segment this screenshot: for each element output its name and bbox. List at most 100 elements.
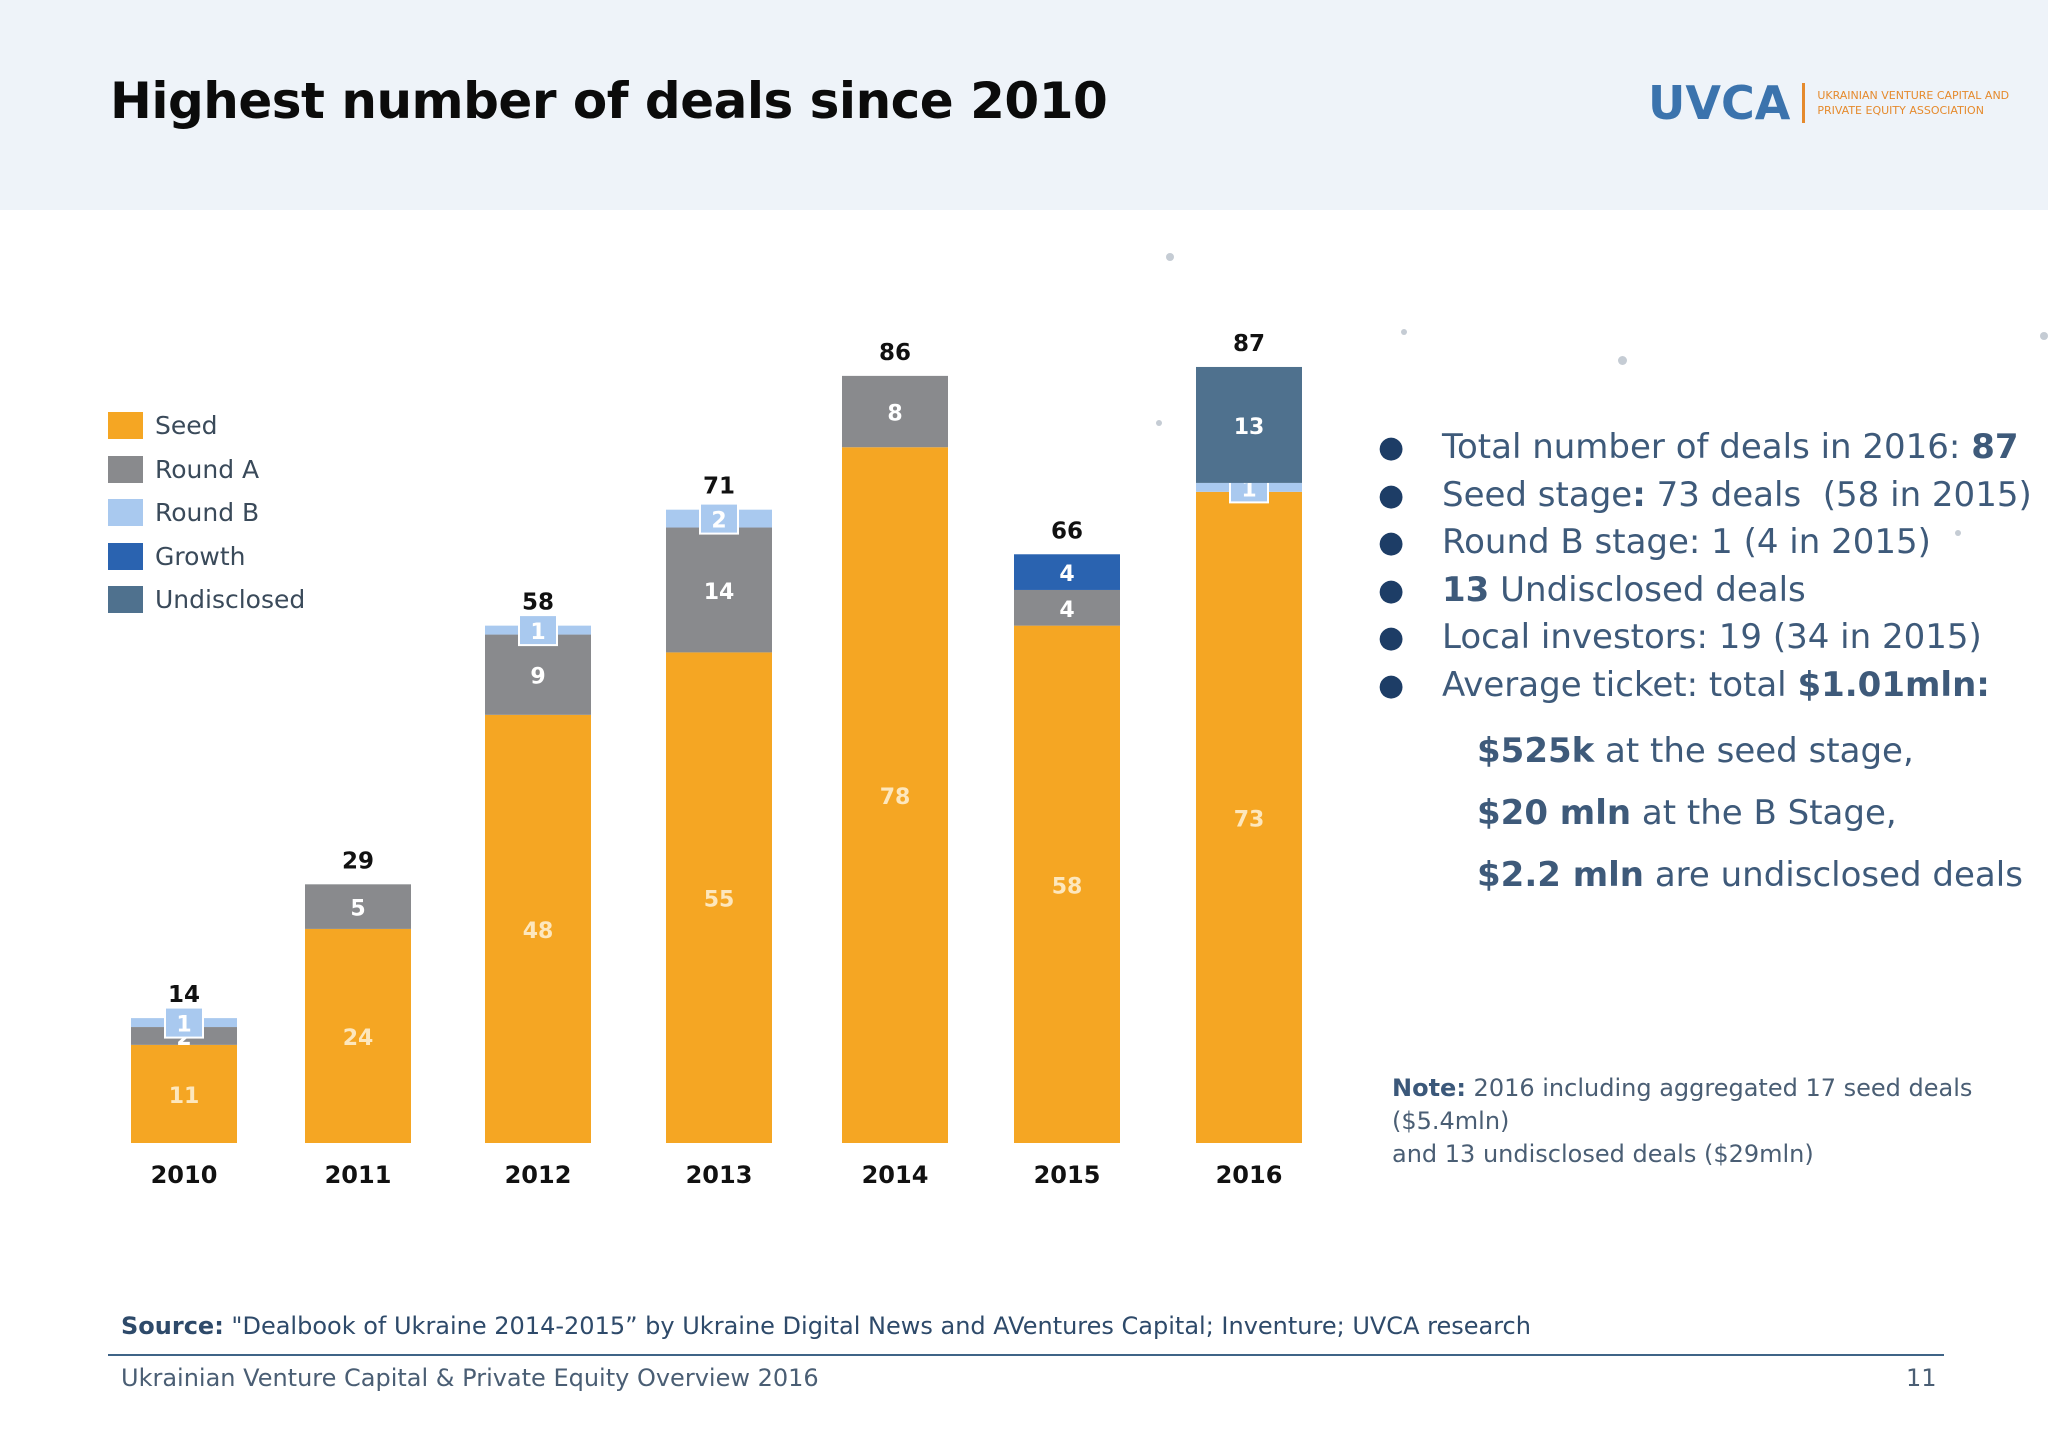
decorative-dot — [1166, 253, 1174, 261]
legend-swatch — [108, 412, 143, 440]
decorative-dot — [1618, 356, 1627, 365]
ticket-text: at the seed stage, — [1594, 731, 1914, 771]
bullet-text: Local investors: 19 (34 in 2015) — [1442, 617, 1982, 657]
bar-total-label: 87 — [1233, 331, 1265, 357]
source-citation: Source: "Dealbook of Ukraine 2014-2015” … — [121, 1312, 1531, 1340]
page-number: 11 — [1906, 1364, 1937, 1392]
logo-subtitle: UKRAINIAN VENTURE CAPITAL AND PRIVATE EQ… — [1817, 88, 2009, 118]
legend-label: Round B — [155, 498, 260, 528]
note-text: 2016 including aggregated 17 seed deals … — [1392, 1074, 1973, 1135]
bullet-seed-stage: ● Seed stage: 73 deals (58 in 2015) — [1372, 472, 2032, 520]
bar-total-label: 71 — [703, 474, 735, 500]
bar-value-label: 55 — [704, 888, 735, 913]
source-text: "Dealbook of Ukraine 2014-2015” by Ukrai… — [223, 1312, 1531, 1340]
decorative-dot — [1156, 420, 1162, 426]
x-axis-tick-label: 2014 — [862, 1161, 929, 1189]
bar-value-label: 58 — [1052, 874, 1083, 899]
bullet-dot: ● — [1378, 667, 1405, 703]
bar-value-label: 78 — [880, 785, 911, 810]
x-axis-tick-label: 2016 — [1216, 1161, 1283, 1189]
uvca-logo: UVCA UKRAINIAN VENTURE CAPITAL AND PRIVA… — [1648, 76, 2009, 130]
bullet-bold: 87 — [1971, 427, 2019, 467]
decorative-dot — [1955, 530, 1961, 536]
bar-segment-seed — [305, 928, 411, 1143]
ticket-amount: $2.2 mln — [1477, 855, 1645, 895]
bullet-dot: ● — [1378, 430, 1405, 465]
x-axis-tick-label: 2015 — [1034, 1161, 1101, 1189]
bullet-bold: 13 — [1442, 569, 1490, 610]
bullet-local-investors: ● Local investors: 19 (34 in 2015) — [1372, 614, 2032, 662]
bar-value-label: 5 — [350, 897, 365, 922]
logo-mark: UVCA — [1648, 76, 1791, 130]
bullet-bold: : — [1632, 474, 1646, 515]
bar-value-label: 48 — [523, 919, 554, 944]
header-band — [0, 0, 2048, 210]
legend-label: Seed — [155, 411, 218, 441]
bar-total-label: 66 — [1051, 518, 1083, 544]
note-label: Note: — [1392, 1074, 1466, 1102]
bar-value-label: 13 — [1234, 415, 1265, 440]
source-label: Source: — [121, 1312, 224, 1340]
x-axis-tick-label: 2010 — [151, 1161, 218, 1189]
logo-subtitle-line-2: PRIVATE EQUITY ASSOCIATION — [1817, 104, 1984, 117]
legend-label: Growth — [155, 541, 246, 571]
footer-title: Ukrainian Venture Capital & Private Equi… — [121, 1364, 819, 1392]
bar-value-label: 1 — [1241, 477, 1256, 502]
bullet-dot: ● — [1378, 525, 1405, 560]
bar-segment-seed — [131, 1044, 237, 1143]
chart-note: Note: 2016 including aggregated 17 seed … — [1392, 1072, 1992, 1171]
footer-divider — [108, 1354, 1944, 1356]
bullet-bold: $1.01mln: — [1797, 664, 1990, 705]
ticket-amount: $20 mln — [1477, 793, 1632, 833]
decorative-dot — [2040, 332, 2048, 340]
bar-segment-seed — [485, 714, 591, 1143]
key-facts-list: ● Total number of deals in 2016: 87 ● Seed… — [1372, 424, 2032, 709]
round-b-label-box — [164, 1006, 204, 1039]
bar-segment-seed — [842, 447, 948, 1143]
ticket-breakdown: $525k at the seed stage, $20 mln at the … — [1477, 720, 2023, 906]
bullet-text: Seed stage — [1442, 474, 1633, 515]
ticket-b-stage: $20 mln at the B Stage, — [1477, 782, 2023, 844]
x-axis-tick-label: 2013 — [686, 1161, 753, 1189]
bar-value-label: 73 — [1234, 807, 1265, 832]
bar-segment-seed — [1014, 625, 1120, 1143]
legend-label: Undisclosed — [155, 585, 306, 615]
round-b-label-box — [518, 614, 558, 647]
ticket-seed: $525k at the seed stage, — [1477, 720, 2023, 782]
legend-swatch — [108, 499, 143, 527]
bar-value-label: 2 — [711, 509, 726, 534]
bar-value-label: 4 — [1059, 598, 1074, 623]
bullet-undisclosed: ● 13 Undisclosed deals — [1372, 567, 2032, 615]
bullet-text: Average ticket: total — [1442, 664, 1798, 705]
legend-item: Growth — [108, 535, 305, 579]
bullet-average-ticket: ● Average ticket: total $1.01mln: — [1372, 662, 2032, 710]
decorative-dot — [1401, 329, 1407, 335]
bar-total-label: 14 — [168, 982, 200, 1008]
legend-swatch — [108, 586, 143, 614]
legend-item: Undisclosed — [108, 578, 305, 622]
legend-item: Seed — [108, 404, 305, 448]
bar-segment-growth — [1014, 554, 1120, 590]
bar-total-label: 86 — [879, 340, 911, 366]
legend-label: Round A — [155, 454, 260, 484]
bullet-text-2: 73 deals (58 in 2015) — [1645, 474, 2032, 515]
ticket-text: are undisclosed deals — [1644, 855, 2023, 895]
ticket-text: at the B Stage, — [1631, 793, 1897, 833]
logo-subtitle-line-1: UKRAINIAN VENTURE CAPITAL AND — [1817, 89, 2010, 102]
bar-segment-round-a — [305, 884, 411, 929]
bullet-round-b: ● Round B stage: 1 (4 in 2015) — [1372, 519, 2032, 567]
bullet-text: Undisclosed deals — [1489, 569, 1806, 610]
logo-separator — [1802, 83, 1806, 123]
bullet-total-deals: ● Total number of deals in 2016: 87 — [1372, 424, 2032, 472]
bar-value-label: 24 — [343, 1026, 374, 1051]
x-axis-tick-label: 2012 — [505, 1161, 572, 1189]
chart-legend: Seed Round A Round B Growth Undisclosed — [108, 404, 305, 622]
bar-total-label: 58 — [522, 590, 554, 616]
bar-segment-round-a — [485, 634, 591, 715]
bar-segment-seed — [1196, 491, 1302, 1144]
bar-value-label: 1 — [176, 1013, 191, 1038]
bar-value-label: 4 — [1059, 562, 1074, 587]
ticket-undisclosed: $2.2 mln are undisclosed deals — [1477, 844, 2023, 906]
bar-segment-undisclosed — [1196, 366, 1302, 483]
bullet-text: Round B stage: 1 (4 in 2015) — [1442, 522, 1931, 562]
